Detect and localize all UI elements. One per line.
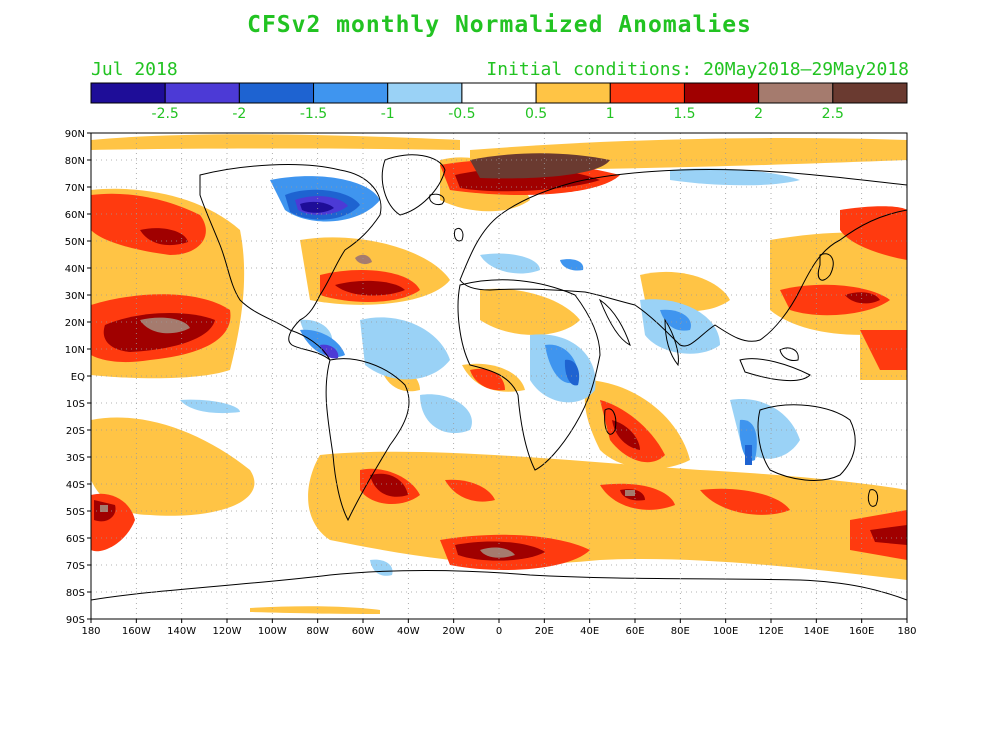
map-title: CFSv2 monthly Normalized Anomalies <box>247 12 752 38</box>
latitude-tick-label: 60N <box>65 210 85 221</box>
colorbar-swatch <box>238 82 315 104</box>
colorbar-tick-label: -1 <box>381 106 395 122</box>
initial-conditions-label: Initial conditions: 20May2018–29May2018 <box>486 59 909 80</box>
colorbar-swatch <box>387 82 463 104</box>
colorbar-tick-label: -2 <box>232 106 246 122</box>
anomaly-field <box>91 134 907 614</box>
longitude-tick-label: 60W <box>352 626 375 637</box>
colorbar-tick-label: -1.5 <box>300 106 327 122</box>
latitude-tick-label: 10N <box>65 345 85 356</box>
longitude-tick-label: 40E <box>580 626 599 637</box>
map-panel <box>90 132 908 620</box>
colorbar-tick-label: 2.5 <box>822 106 844 122</box>
latitude-axis: 90N 80N 70N 60N 50N 40N 30N 20N 10N EQ 10S 20S 30S 40… <box>65 129 91 626</box>
longitude-tick-label: 40W <box>397 626 420 637</box>
latitude-tick-label: 20N <box>65 318 85 329</box>
latitude-tick-label: 50N <box>65 237 85 248</box>
longitude-tick-label: 180 <box>81 626 100 637</box>
coastlines <box>91 154 907 601</box>
longitude-tick-label: 160W <box>122 626 151 637</box>
colorbar-swatch <box>535 82 611 104</box>
longitude-tick-label: 80W <box>306 626 329 637</box>
longitude-tick-label: 20E <box>535 626 554 637</box>
longitude-tick-label: 140E <box>804 626 829 637</box>
longitude-tick-label: 0 <box>496 626 502 637</box>
latitude-tick-label: 90N <box>65 129 85 140</box>
latitude-tick-label: 60S <box>66 534 85 545</box>
colorbar-swatch <box>313 82 389 104</box>
longitude-tick-label: 100E <box>713 626 738 637</box>
colorbar-swatch <box>90 82 166 104</box>
longitude-tick-label: 180 <box>897 626 916 637</box>
colorbar-tick-label: 1.5 <box>673 106 695 122</box>
latitude-tick-label: 30S <box>66 453 85 464</box>
colorbar-tick-label: 1 <box>606 106 615 122</box>
map-gridlines <box>91 133 907 619</box>
latitude-tick-label: 70N <box>65 183 85 194</box>
colorbar-swatch <box>758 82 834 104</box>
colorbar-swatch <box>609 82 685 104</box>
colorbar-tick-label: 2 <box>754 106 763 122</box>
latitude-tick-label: 30N <box>65 291 85 302</box>
colorbar-tick-label: -0.5 <box>448 106 475 122</box>
latitude-tick-label: 10S <box>66 399 85 410</box>
colorbar-swatch <box>683 82 760 104</box>
colorbar <box>90 82 908 104</box>
latitude-tick-label: 20S <box>66 426 85 437</box>
latitude-tick-label: EQ <box>71 372 85 383</box>
longitude-tick-label: 20W <box>442 626 465 637</box>
latitude-tick-label: 40N <box>65 264 85 275</box>
colorbar-labels: -2.5 -2 -1.5 -1 -0.5 0.5 1 1.5 2 2.5 <box>152 106 844 122</box>
longitude-tick-label: 120E <box>758 626 783 637</box>
longitude-tick-label: 160E <box>849 626 874 637</box>
latitude-tick-label: 40S <box>66 480 85 491</box>
longitude-tick-label: 60E <box>625 626 644 637</box>
colorbar-swatch <box>832 82 908 104</box>
forecast-month-label: Jul 2018 <box>91 59 178 80</box>
colorbar-swatch <box>461 82 537 104</box>
latitude-tick-label: 90S <box>66 615 85 626</box>
longitude-tick-label: 120W <box>213 626 242 637</box>
colorbar-tick-label: 0.5 <box>525 106 547 122</box>
colorbar-swatch <box>164 82 240 104</box>
latitude-tick-label: 80S <box>66 588 85 599</box>
latitude-tick-label: 80N <box>65 156 85 167</box>
latitude-tick-label: 50S <box>66 507 85 518</box>
colorbar-tick-label: -2.5 <box>152 106 179 122</box>
longitude-axis: 180 160W 140W 120W 100W 80W 60W 40W 20W 0 20E 40E 60… <box>81 619 917 637</box>
longitude-tick-label: 140W <box>167 626 196 637</box>
latitude-tick-label: 70S <box>66 561 85 572</box>
longitude-tick-label: 80E <box>671 626 690 637</box>
longitude-tick-label: 100W <box>258 626 287 637</box>
